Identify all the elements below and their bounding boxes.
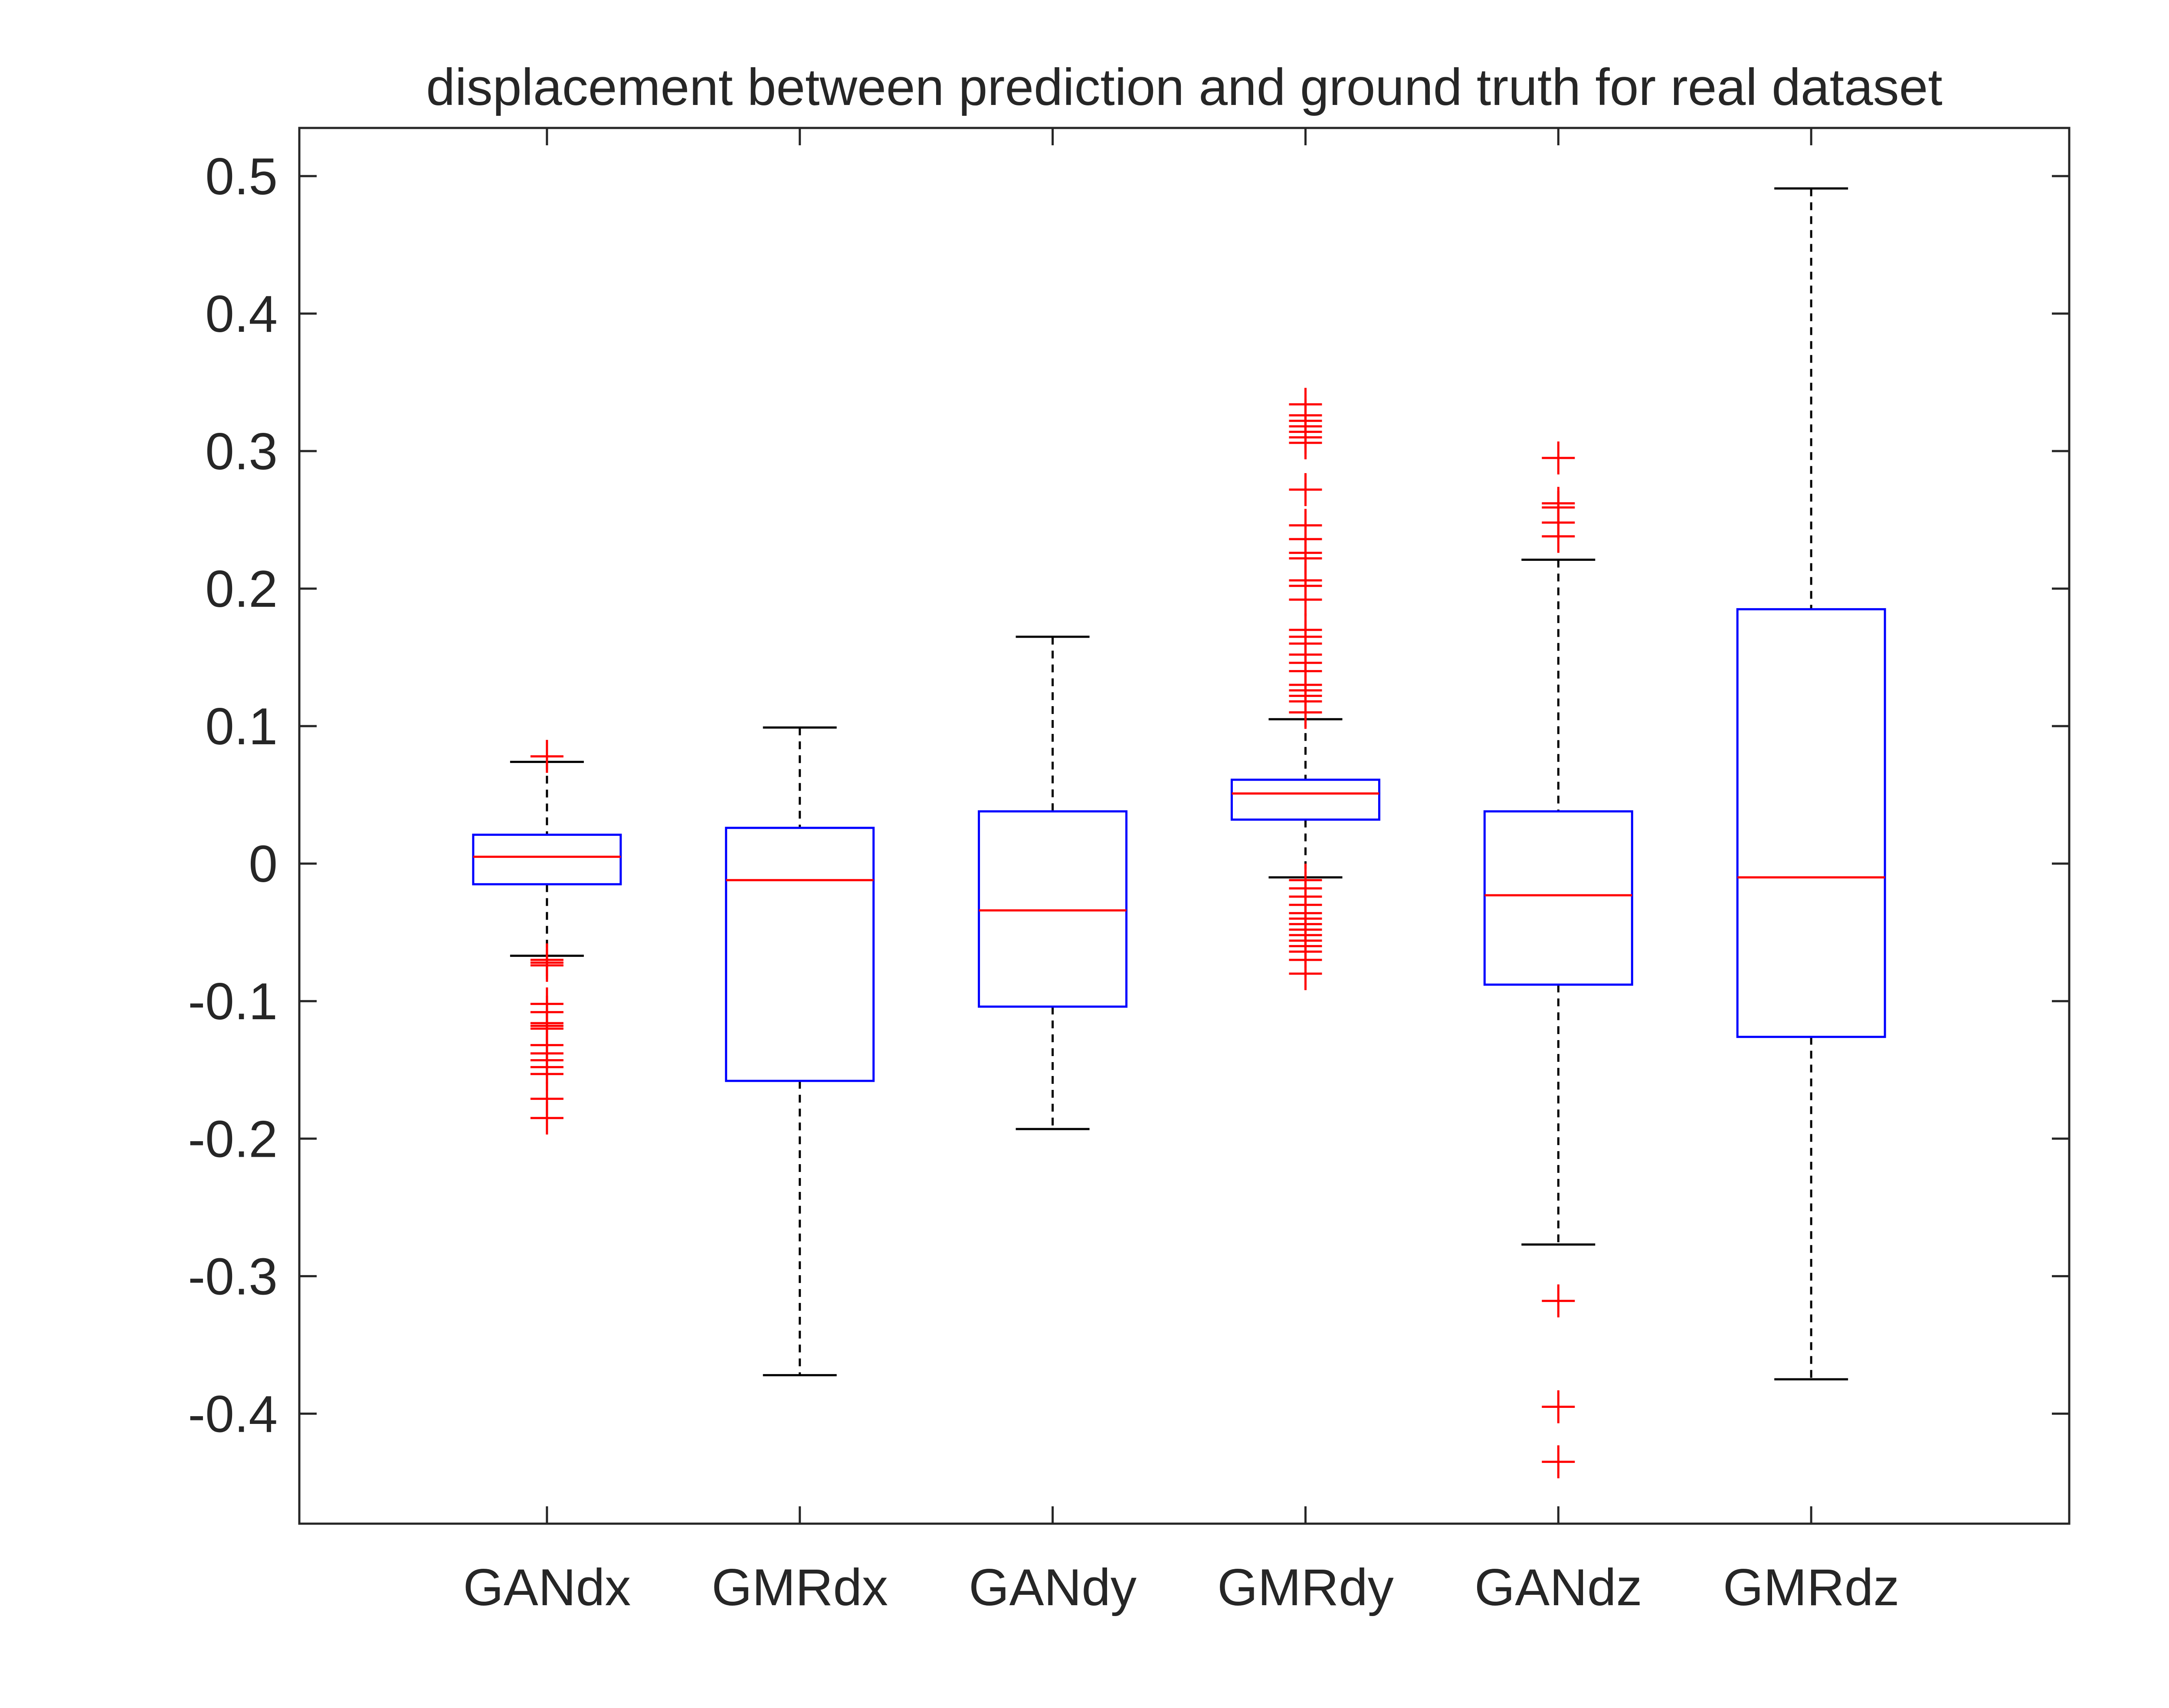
x-tick-label: GANdz bbox=[1474, 1558, 1642, 1616]
box-GANdx bbox=[472, 834, 622, 886]
y-tick-label: 0.3 bbox=[205, 422, 278, 481]
outlier-marker bbox=[1542, 1390, 1575, 1423]
y-tick-label: 0.4 bbox=[205, 285, 278, 343]
outlier-marker bbox=[1289, 583, 1322, 616]
y-tick-label: -0.1 bbox=[188, 972, 278, 1031]
outlier-marker bbox=[530, 739, 564, 773]
outlier-marker bbox=[1542, 1445, 1575, 1479]
outlier-marker bbox=[1542, 1284, 1575, 1318]
x-tick-label: GMRdy bbox=[1217, 1558, 1394, 1616]
outlier-marker bbox=[1289, 473, 1322, 506]
outlier-marker bbox=[1289, 426, 1322, 460]
x-tick-label: GANdx bbox=[463, 1558, 631, 1616]
outlier-marker bbox=[530, 1101, 564, 1135]
y-tick-label: -0.2 bbox=[188, 1110, 278, 1168]
box-GMRdx bbox=[725, 827, 875, 1082]
box-GMRdz bbox=[1736, 608, 1886, 1038]
y-tick-label: 0.2 bbox=[205, 560, 278, 618]
chart-title: displacement between prediction and grou… bbox=[426, 58, 1943, 116]
y-tick-label: -0.3 bbox=[188, 1247, 278, 1306]
box-GANdz bbox=[1483, 810, 1633, 986]
outlier-marker bbox=[1542, 520, 1575, 553]
outlier-marker bbox=[1289, 696, 1322, 729]
axes-frame bbox=[298, 127, 2071, 1525]
outlier-marker bbox=[1542, 441, 1575, 474]
x-tick-label: GANdy bbox=[969, 1558, 1137, 1616]
outlier-marker bbox=[1289, 957, 1322, 990]
x-tick-label: GMRdz bbox=[1723, 1558, 1900, 1616]
y-tick-label: -0.4 bbox=[188, 1385, 278, 1443]
outlier-marker bbox=[530, 949, 564, 982]
x-tick-label: GMRdx bbox=[711, 1558, 888, 1616]
y-tick-label: 0.5 bbox=[205, 147, 278, 206]
box-GMRdy bbox=[1230, 779, 1380, 821]
box-GANdy bbox=[978, 810, 1128, 1008]
y-tick-label: 0 bbox=[249, 835, 278, 893]
plot-area: 0.5 0.4 0.3 0.2 0.1 0 -0.1 -0.2 -0.3 -0.4 GANdx GMR… bbox=[188, 128, 2069, 1616]
y-tick-label: 0.1 bbox=[205, 697, 278, 756]
